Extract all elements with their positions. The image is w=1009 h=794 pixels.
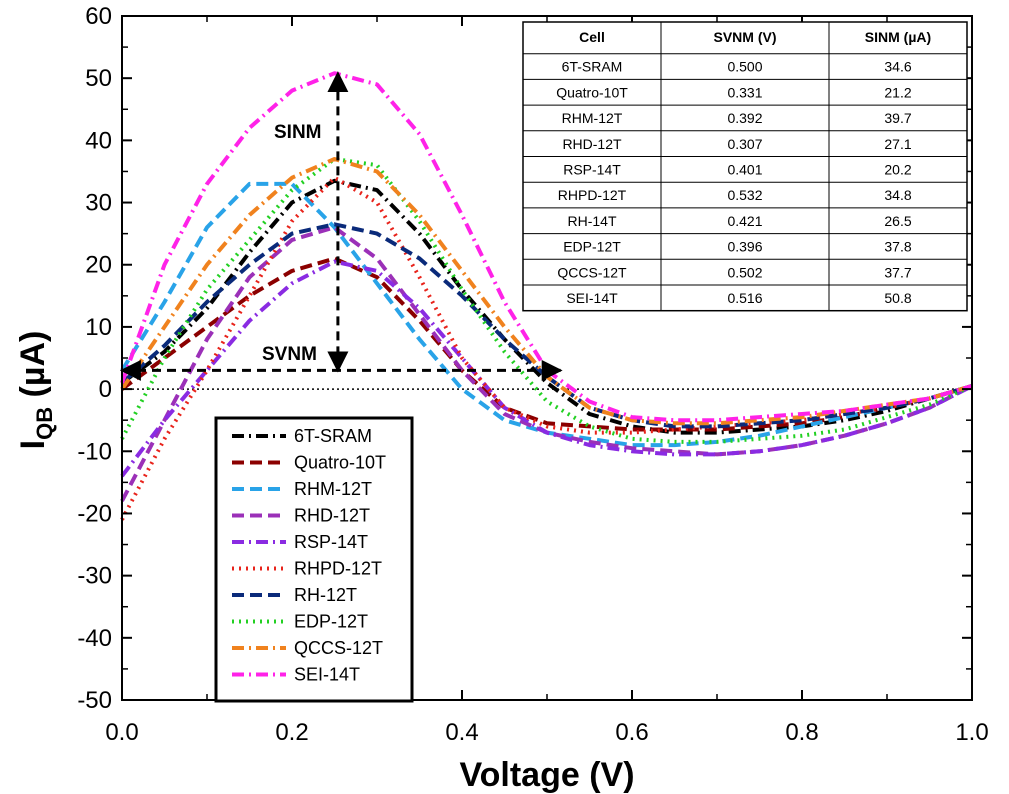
table-header-cell: SINM (µA) — [865, 29, 931, 45]
legend-box — [214, 416, 414, 703]
y-axis-title-unit: (µA) — [14, 331, 52, 407]
table-cell: 34.8 — [884, 187, 911, 203]
table-cell: 0.392 — [727, 110, 762, 126]
y-tick-label: 40 — [85, 127, 112, 154]
table-cell: QCCS-12T — [557, 264, 627, 280]
legend: 6T-SRAM Quatro-10T RHM-12T RHD-12T RSP-14T RH… — [214, 416, 414, 703]
legend-label: RSP-14T — [294, 532, 368, 552]
legend-label: RHM-12T — [294, 479, 372, 499]
axis-titles: Voltage (V) IQB (µA) — [14, 331, 635, 794]
table-cell: 26.5 — [884, 213, 911, 229]
x-tick-label: 1.0 — [955, 719, 988, 746]
y-tick-label: 30 — [85, 190, 112, 217]
table-cell: RSP-14T — [563, 162, 621, 178]
table-cell: 21.2 — [884, 84, 911, 100]
y-tick-label: -50 — [77, 687, 112, 714]
series-line-6t-sram — [120, 178, 973, 435]
y-tick-label: -30 — [77, 563, 112, 590]
y-axis-title-sub: QB — [32, 407, 57, 440]
table-cell: 39.7 — [884, 110, 911, 126]
table-cell: SEI-14T — [566, 290, 618, 306]
legend-label: RHD-12T — [294, 506, 370, 526]
table-cell: 0.421 — [727, 213, 762, 229]
table-cell: RHD-12T — [562, 136, 622, 152]
table-cell: RH-14T — [567, 213, 616, 229]
annotations: SINM SVNM — [262, 122, 322, 365]
y-axis-title: IQB (µA) — [14, 331, 57, 450]
series-line-sei-14t — [120, 71, 973, 423]
series-line-rh-12t — [120, 222, 973, 429]
y-tick-label: 50 — [85, 65, 112, 92]
x-tick-label: 0.0 — [105, 719, 138, 746]
noise-margin-arrows — [119, 71, 563, 381]
x-axis-title: Voltage (V) — [459, 756, 634, 794]
table-frame — [522, 21, 968, 312]
table-cell: 0.532 — [727, 187, 762, 203]
y-tick-label: -40 — [77, 625, 112, 652]
y-tick-label: -20 — [77, 500, 112, 527]
table-cell: 0.500 — [727, 59, 762, 75]
y-tick-label: -10 — [77, 438, 112, 465]
y-tick-label: 10 — [85, 314, 112, 341]
y-tick-label: 60 — [85, 3, 112, 30]
y-tick-label: 20 — [85, 252, 112, 279]
table-cell: 37.8 — [884, 239, 911, 255]
table-cell: 0.396 — [727, 239, 762, 255]
table-cell: 0.516 — [727, 290, 762, 306]
x-tick-label: 0.6 — [615, 719, 648, 746]
table-cell: 0.331 — [727, 84, 762, 100]
x-tick-label: 0.4 — [445, 719, 478, 746]
legend-label: EDP-12T — [294, 612, 368, 632]
table-cell: RHM-12T — [562, 110, 623, 126]
x-tick-label: 0.2 — [275, 719, 308, 746]
table-cell: 0.307 — [727, 136, 762, 152]
table-cell: RHPD-12T — [558, 187, 627, 203]
legend-label: SEI-14T — [294, 665, 360, 685]
table-cell: 37.7 — [884, 264, 911, 280]
table-cell: 0.502 — [727, 264, 762, 280]
values-table: Cell SVNM (V) SINM (µA) 6T-SRAM 0.500 34.6 Qua… — [522, 21, 968, 312]
sinm-annotation: SINM — [274, 122, 322, 143]
legend-label: QCCS-12T — [294, 638, 383, 658]
series-line-rsp-14t — [120, 259, 973, 478]
tick-labels: 0.0 0.2 0.4 0.6 0.8 1.0 60 50 40 30 20 10 0 -10 -20 -30… — [77, 3, 988, 746]
table-cell: EDP-12T — [563, 239, 621, 255]
series-line-edp-12t — [120, 157, 973, 444]
legend-label: Quatro-10T — [294, 453, 386, 473]
table-cell: 34.6 — [884, 59, 911, 75]
legend-label: RHPD-12T — [294, 559, 382, 579]
table-header-cell: Cell — [579, 29, 605, 45]
series-line-rhpd-12t — [120, 175, 973, 521]
y-tick-label: 0 — [99, 376, 112, 403]
y-axis-title-main: I — [14, 440, 52, 449]
table-cell: 20.2 — [884, 162, 911, 178]
table-cell: 50.8 — [884, 290, 911, 306]
svnm-annotation: SVNM — [262, 344, 317, 365]
table-cell: Quatro-10T — [556, 84, 628, 100]
table-header-cell: SVNM (V) — [714, 29, 777, 45]
legend-label: 6T-SRAM — [294, 426, 372, 446]
table-cell: 0.401 — [727, 162, 762, 178]
table-cell: 27.1 — [884, 136, 911, 152]
table-cell: 6T-SRAM — [562, 59, 623, 75]
legend-label: RH-12T — [294, 585, 357, 605]
x-tick-label: 0.8 — [785, 719, 818, 746]
